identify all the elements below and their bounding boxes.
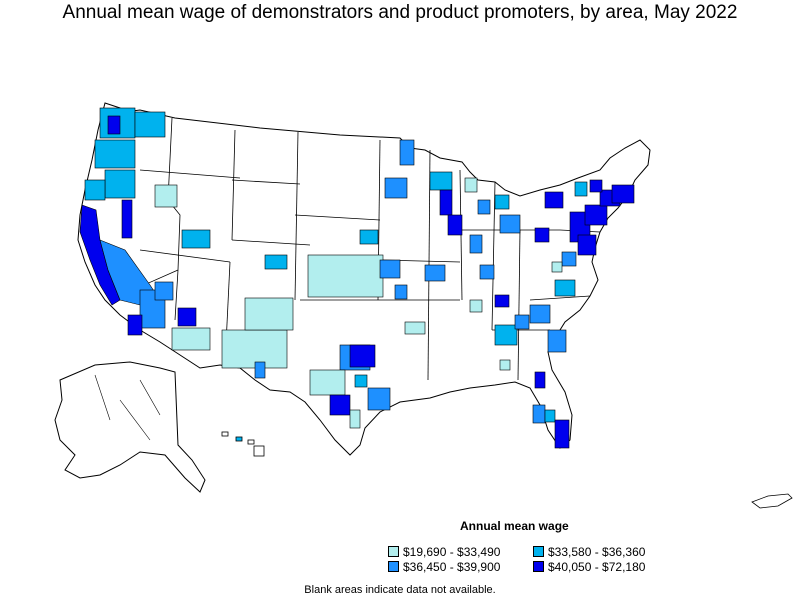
legend-title: Annual mean wage xyxy=(460,519,569,533)
legend-label-4: $40,050 - $72,180 xyxy=(548,560,646,574)
legend-swatch-1 xyxy=(388,546,399,557)
legend-label-2: $33,580 - $36,360 xyxy=(548,545,646,559)
legend-item-4: $40,050 - $72,180 xyxy=(533,561,645,574)
footnote: Blank areas indicate data not available. xyxy=(304,584,496,596)
legend-swatch-2 xyxy=(533,546,544,557)
legend-item-1: $19,690 - $33,490 xyxy=(388,546,500,559)
alaska-outline xyxy=(54,361,206,493)
legend-swatch-3 xyxy=(388,561,399,572)
legend-label-1: $19,690 - $33,490 xyxy=(403,545,501,559)
legend-swatch-4 xyxy=(533,561,544,572)
map-title: Annual mean wage of demonstrators and pr… xyxy=(62,2,738,23)
alaska-interior-borders xyxy=(94,374,161,441)
legend-item-2: $33,580 - $36,360 xyxy=(533,546,645,559)
hawaii xyxy=(221,431,265,457)
wage-areas xyxy=(79,107,635,449)
legend-label-3: $36,450 - $39,900 xyxy=(403,560,501,574)
legend-item-3: $36,450 - $39,900 xyxy=(388,561,500,574)
puerto-rico xyxy=(751,493,793,509)
